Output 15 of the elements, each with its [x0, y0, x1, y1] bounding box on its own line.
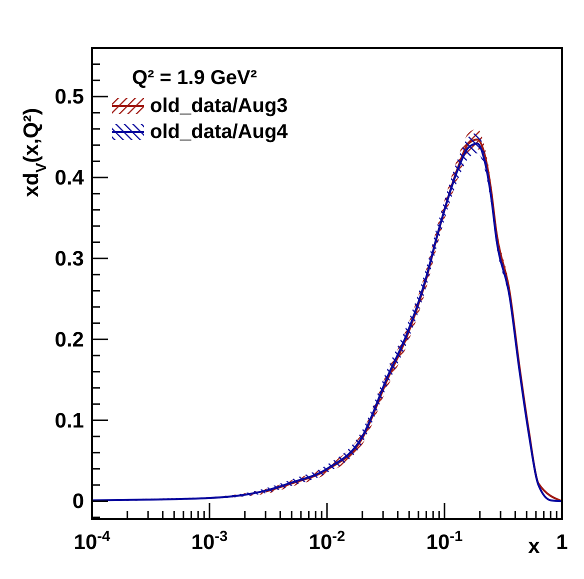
x-tick-label: 10$^{-2}$	[308, 529, 346, 554]
y-tick-label: 0.1	[54, 409, 84, 432]
y-tick-label: 0.5	[54, 86, 84, 109]
legend-label: old_data/Aug3	[150, 95, 288, 117]
y-tick-label: 0.2	[54, 328, 84, 352]
y-tick-label: 0.4	[54, 166, 84, 190]
legend-label: old_data/Aug4	[150, 121, 289, 143]
y-tick-label: 0.3	[54, 247, 84, 270]
legend-title: Q² = 1.9 GeV²	[132, 67, 258, 89]
x-tick-label: 1	[556, 531, 568, 554]
x-tick-label: 10$^{-3}$	[191, 529, 228, 554]
x-tick-label: 10$^{-4}$	[74, 529, 112, 554]
y-tick-label: 0	[72, 490, 84, 514]
x-tick-label: 10$^{-1}$	[426, 529, 463, 554]
x-axis-title: x	[528, 535, 540, 558]
